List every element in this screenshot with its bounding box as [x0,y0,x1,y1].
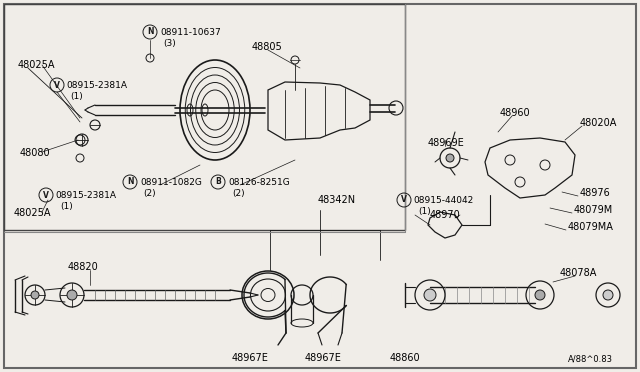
Text: A/88^0.83: A/88^0.83 [568,355,613,364]
Text: (3): (3) [163,39,176,48]
Circle shape [424,289,436,301]
Text: 48078A: 48078A [560,268,597,278]
Text: V: V [43,190,49,199]
Text: (1): (1) [418,207,431,216]
Text: 48967E: 48967E [232,353,269,363]
Text: 48860: 48860 [390,353,420,363]
Text: (2): (2) [143,189,156,198]
Text: (1): (1) [70,92,83,101]
Text: 08911-1082G: 08911-1082G [140,178,202,187]
Text: 48805: 48805 [252,42,283,52]
Text: 48960: 48960 [500,108,531,118]
Text: 08915-2381A: 08915-2381A [66,81,127,90]
Circle shape [67,290,77,300]
Text: N: N [147,28,153,36]
Text: (1): (1) [60,202,73,211]
Text: 48079MA: 48079MA [568,222,614,232]
Text: 48080: 48080 [20,148,51,158]
Text: 08915-44042: 08915-44042 [413,196,473,205]
Text: 48079M: 48079M [574,205,613,215]
Circle shape [31,291,39,299]
Text: B: B [215,177,221,186]
Text: 48970: 48970 [430,210,461,220]
Circle shape [446,154,454,162]
Text: 08915-2381A: 08915-2381A [55,191,116,200]
Text: N: N [127,177,133,186]
Text: 08126-8251G: 08126-8251G [228,178,290,187]
Text: 48020A: 48020A [580,118,618,128]
Text: V: V [54,80,60,90]
Text: 48967E: 48967E [305,353,342,363]
Text: 48342N: 48342N [318,195,356,205]
Circle shape [535,290,545,300]
Text: 48969E: 48969E [428,138,465,148]
Text: 48820: 48820 [68,262,99,272]
Text: 08911-10637: 08911-10637 [160,28,221,37]
Text: 48025A: 48025A [18,60,56,70]
Circle shape [603,290,613,300]
Text: 48025A: 48025A [14,208,51,218]
Text: V: V [401,196,407,205]
Text: (2): (2) [232,189,244,198]
Bar [4,4,405,230]
Text: 48976: 48976 [580,188,611,198]
